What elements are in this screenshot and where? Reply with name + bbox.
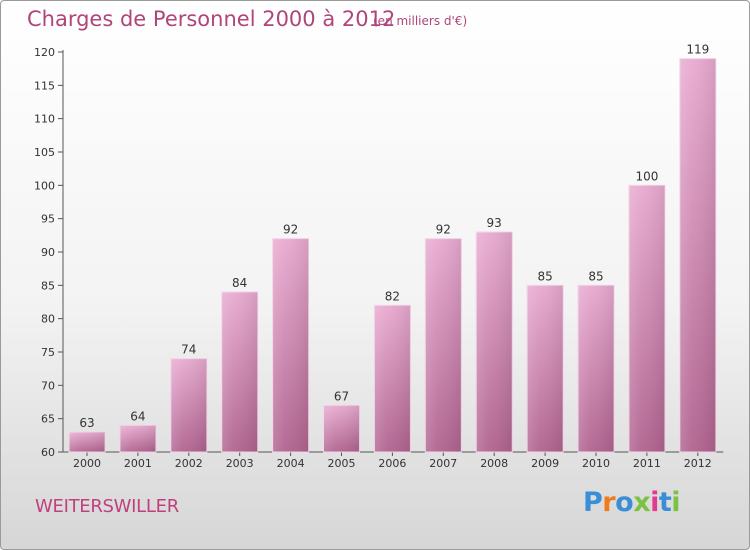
- bar-shade: [578, 285, 614, 452]
- bar-shade: [119, 425, 156, 452]
- logo-letter: r: [602, 487, 616, 518]
- data-label: 67: [334, 389, 349, 403]
- y-tick-label: 60: [41, 446, 55, 459]
- logo-letter: t: [658, 487, 672, 518]
- data-label: 85: [588, 269, 603, 283]
- x-tick-label: 2001: [124, 457, 152, 470]
- data-label: 100: [635, 169, 658, 183]
- data-label: 85: [537, 269, 552, 283]
- y-tick-label: 80: [41, 313, 55, 326]
- data-label: 64: [130, 409, 145, 423]
- chart-title: Charges de Personnel 2000 à 2012: [27, 7, 396, 31]
- bar-shade: [374, 305, 411, 452]
- data-label: 92: [436, 223, 451, 237]
- data-label: 119: [686, 43, 709, 57]
- bar-shade: [69, 432, 105, 452]
- bar-shade: [323, 405, 360, 452]
- bar-shade: [527, 285, 564, 452]
- x-tick-label: 2005: [328, 457, 356, 470]
- y-tick-label: 105: [34, 146, 55, 159]
- y-tick-label: 100: [34, 179, 55, 192]
- data-label: 74: [181, 343, 196, 357]
- bar-shade: [628, 185, 665, 453]
- y-tick-label: 85: [41, 279, 55, 292]
- x-tick-label: 2007: [429, 457, 457, 470]
- bar-shade: [679, 58, 716, 453]
- y-tick-label: 90: [41, 246, 55, 259]
- data-label: 92: [283, 223, 298, 237]
- data-label: 63: [79, 416, 94, 430]
- bar-shade: [170, 358, 207, 452]
- x-tick-label: 2012: [684, 457, 712, 470]
- x-tick-label: 2009: [531, 457, 559, 470]
- y-tick-label: 75: [41, 346, 55, 359]
- logo-letter: o: [615, 487, 634, 518]
- x-tick-label: 2003: [226, 457, 254, 470]
- logo-letter: i: [650, 487, 659, 518]
- logo-letter: x: [633, 487, 651, 518]
- bar-shade: [272, 238, 309, 452]
- chart-subtitle: (en milliers d'€): [373, 14, 468, 28]
- data-label: 82: [385, 289, 400, 303]
- logo-letter: i: [671, 487, 681, 518]
- logo-letter: P: [583, 487, 603, 518]
- x-tick-label: 2000: [73, 457, 101, 470]
- x-tick-label: 2004: [277, 457, 305, 470]
- x-tick-label: 2006: [378, 457, 406, 470]
- y-tick-label: 115: [34, 79, 55, 92]
- y-tick-label: 95: [41, 213, 55, 226]
- proxiti-logo: Proxiti: [583, 487, 681, 518]
- bar-shade: [221, 292, 258, 452]
- y-tick-label: 120: [34, 46, 55, 59]
- y-tick-label: 110: [34, 113, 55, 126]
- x-tick-label: 2008: [480, 457, 508, 470]
- y-tick-label: 65: [41, 413, 55, 426]
- data-label: 93: [487, 216, 502, 230]
- x-tick-label: 2010: [582, 457, 610, 470]
- x-tick-label: 2011: [633, 457, 661, 470]
- bar-shade: [476, 232, 513, 452]
- x-tick-label: 2002: [175, 457, 203, 470]
- y-tick-label: 70: [41, 379, 55, 392]
- data-label: 84: [232, 276, 247, 290]
- commune-name: WEITERSWILLER: [35, 496, 179, 517]
- bar-shade: [425, 238, 462, 452]
